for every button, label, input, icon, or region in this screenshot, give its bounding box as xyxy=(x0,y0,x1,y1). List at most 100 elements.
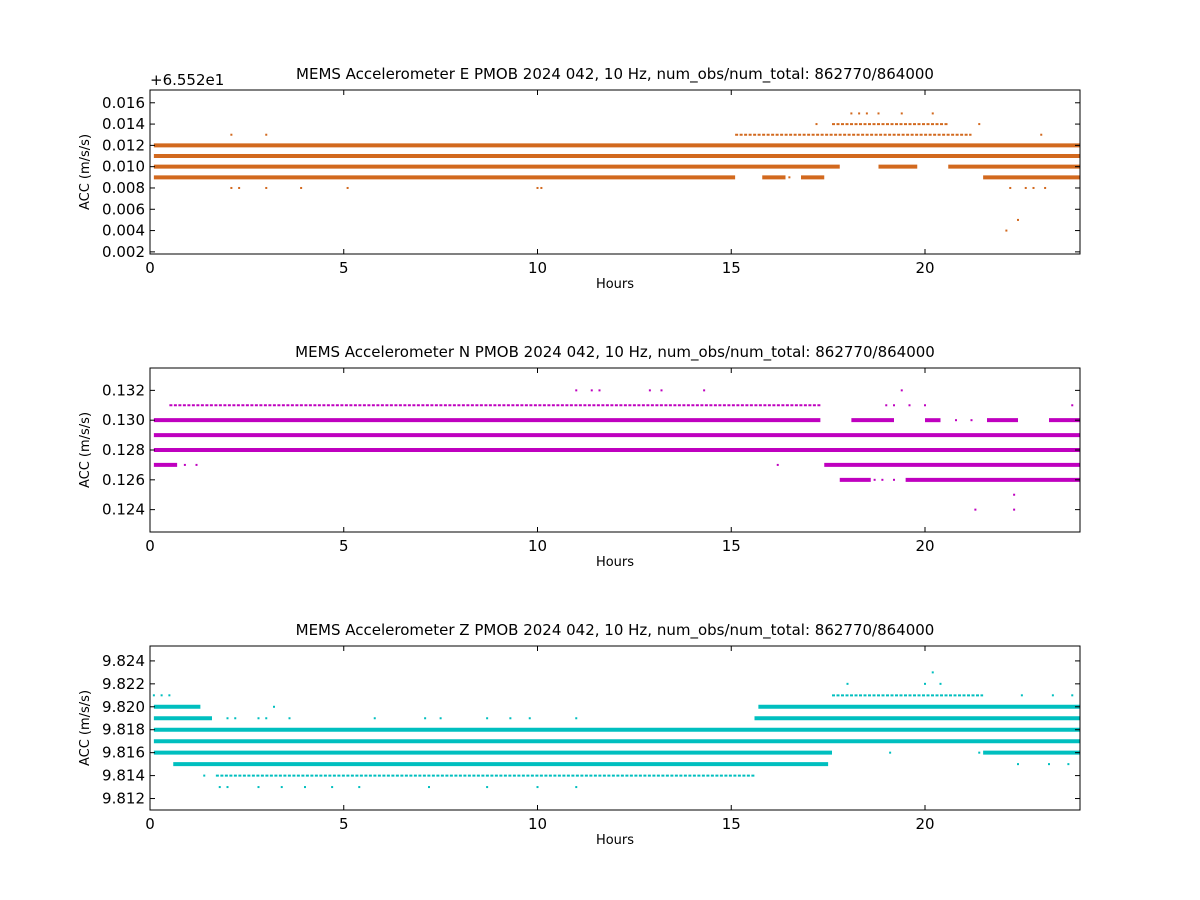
y-tick-label: 9.814 xyxy=(102,767,145,785)
x-tick-label: 5 xyxy=(339,537,349,555)
data-series xyxy=(152,671,1080,789)
data-point xyxy=(273,705,275,708)
data-point xyxy=(288,717,291,720)
x-tick-label: 0 xyxy=(145,537,155,555)
data-point xyxy=(889,751,892,754)
data-point xyxy=(265,717,268,720)
data-point xyxy=(1067,763,1070,766)
data-point xyxy=(850,112,853,115)
data-point xyxy=(931,112,934,115)
data-point xyxy=(1017,763,1019,766)
data-point xyxy=(858,112,861,115)
data-point xyxy=(183,463,186,466)
data-point xyxy=(978,123,981,126)
data-point xyxy=(536,786,539,789)
data-point xyxy=(575,717,578,720)
data-point xyxy=(373,717,376,720)
x-tick-label: 5 xyxy=(339,259,349,277)
data-point xyxy=(846,682,849,685)
data-point xyxy=(858,740,861,743)
data-point xyxy=(815,123,818,126)
y-tick-label: 9.818 xyxy=(102,721,145,739)
y-tick-label: 0.130 xyxy=(102,411,145,429)
data-point xyxy=(358,786,361,789)
data-point xyxy=(1051,694,1054,697)
data-point xyxy=(540,186,543,189)
data-point xyxy=(1048,763,1050,766)
data-point xyxy=(974,508,977,511)
data-point xyxy=(1032,186,1035,189)
data-point xyxy=(528,717,531,720)
x-axis-label: Hours xyxy=(596,833,634,848)
data-point xyxy=(955,419,957,422)
data-point xyxy=(1013,508,1016,511)
data-point xyxy=(776,463,779,466)
data-point xyxy=(203,774,206,777)
data-point xyxy=(1017,218,1019,221)
data-point xyxy=(590,389,593,392)
axes-frame xyxy=(149,645,1081,811)
y-tick-label: 0.014 xyxy=(102,115,145,133)
data-point xyxy=(648,389,651,392)
y-tick-label: 0.132 xyxy=(102,381,145,399)
data-point xyxy=(257,717,260,720)
y-tick-label: 9.824 xyxy=(102,652,145,670)
x-tick-label: 20 xyxy=(915,259,934,277)
data-point xyxy=(424,717,427,720)
y-tick-label: 0.128 xyxy=(102,441,145,459)
data-point xyxy=(1020,694,1023,697)
x-axis-label: Hours xyxy=(596,277,634,292)
x-axis-label: Hours xyxy=(596,555,634,570)
data-point xyxy=(1071,404,1074,407)
data-point xyxy=(152,694,155,697)
x-tick-label: 15 xyxy=(722,259,741,277)
chart-panel-2: MEMS Accelerometer N PMOB 2024 042, 10 H… xyxy=(78,343,1081,570)
data-point xyxy=(218,786,221,789)
data-point xyxy=(885,404,888,407)
data-point xyxy=(280,786,283,789)
data-point xyxy=(1024,186,1027,189)
data-point xyxy=(304,786,306,789)
data-point xyxy=(575,389,578,392)
chart-title: MEMS Accelerometer Z PMOB 2024 042, 10 H… xyxy=(296,621,935,640)
data-point xyxy=(978,751,981,754)
data-point xyxy=(703,389,706,392)
data-point xyxy=(598,389,601,392)
data-point xyxy=(195,463,198,466)
data-point xyxy=(931,671,934,674)
data-point xyxy=(881,478,884,481)
x-tick-label: 10 xyxy=(528,259,547,277)
y-tick-label: 0.012 xyxy=(102,136,145,154)
x-tick-label: 20 xyxy=(915,537,934,555)
x-tick-label: 0 xyxy=(145,815,155,833)
data-point xyxy=(265,133,268,136)
y-tick-label: 0.006 xyxy=(102,200,145,218)
y-axis-label: ACC (m/s/s) xyxy=(78,412,93,488)
x-tick-label: 15 xyxy=(722,537,741,555)
axes-frame xyxy=(149,89,1081,255)
data-point xyxy=(265,186,268,189)
data-point xyxy=(238,186,241,189)
data-point xyxy=(939,682,942,685)
data-point xyxy=(439,717,442,720)
data-point xyxy=(900,389,903,392)
data-point xyxy=(900,112,903,115)
data-point xyxy=(160,694,163,697)
data-point xyxy=(536,186,539,189)
data-series xyxy=(153,389,1080,511)
data-point xyxy=(970,419,973,422)
data-point xyxy=(331,786,334,789)
chart-panel-3: MEMS Accelerometer Z PMOB 2024 042, 10 H… xyxy=(78,621,1081,848)
y-tick-label: 9.812 xyxy=(102,790,145,808)
y-tick-label: 0.016 xyxy=(102,94,145,112)
data-point xyxy=(893,478,895,481)
data-point xyxy=(1044,186,1047,189)
y-tick-label: 0.126 xyxy=(102,471,145,489)
data-point xyxy=(226,717,229,720)
chart-title: MEMS Accelerometer E PMOB 2024 042, 10 H… xyxy=(296,65,934,84)
data-point xyxy=(428,786,430,789)
y-offset-label: +6.552e1 xyxy=(150,71,224,89)
x-tick-label: 0 xyxy=(145,259,155,277)
data-point xyxy=(486,786,489,789)
data-point xyxy=(924,682,926,685)
